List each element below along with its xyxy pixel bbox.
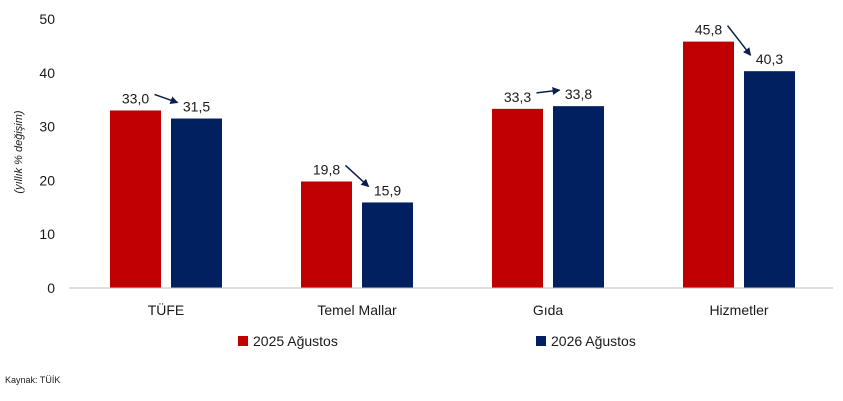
y-tick-label: 0 [47,280,55,296]
data-label: 45,8 [695,22,722,38]
y-tick-label: 50 [39,11,55,27]
data-label: 33,3 [504,89,531,105]
bar-2026-2 [553,106,604,288]
y-tick-label: 30 [39,119,55,135]
source-note: Kaynak: TÜİK [5,375,60,385]
bar-2025-2 [492,108,543,288]
legend-label-2026: 2026 Ağustos [551,333,636,349]
y-tick-label: 40 [39,65,55,81]
legend-swatch-2026 [536,336,546,346]
change-arrows [154,25,752,188]
change-arrow [536,86,561,95]
y-tick-label: 20 [39,172,55,188]
legend-label-2025: 2025 Ağustos [253,333,338,349]
legend: 2025 Ağustos 2026 Ağustos [238,333,636,349]
bar-2025-3 [683,41,734,288]
data-label: 19,8 [313,161,340,177]
bar-2025-0 [110,110,161,289]
legend-swatch-2025 [238,336,248,346]
bars [110,41,795,289]
data-labels: 33,0 31,5 19,8 15,9 33,3 33,8 45,8 40,3 [122,22,783,199]
change-arrow [154,93,179,104]
bar-2026-3 [744,71,795,288]
bar-2026-1 [362,202,413,288]
y-tick-label: 10 [39,226,55,242]
data-label: 31,5 [183,99,210,115]
category-label: Gıda [533,302,564,318]
data-label: 40,3 [756,51,783,67]
y-axis-tick-labels: 0 10 20 30 40 50 [39,11,55,296]
category-label: Temel Mallar [317,302,397,318]
y-axis-label: (yıllık % değişim) [13,110,25,193]
data-label: 15,9 [374,182,401,198]
bar-2026-0 [171,118,222,288]
data-label: 33,0 [122,90,149,106]
change-arrow [344,164,370,188]
data-label: 33,8 [565,86,592,102]
change-arrow [726,25,752,56]
category-label: TÜFE [148,301,185,318]
category-labels: TÜFE Temel Mallar Gıda Hizmetler [148,301,769,318]
category-label: Hizmetler [709,302,768,318]
bar-2025-1 [301,181,352,288]
